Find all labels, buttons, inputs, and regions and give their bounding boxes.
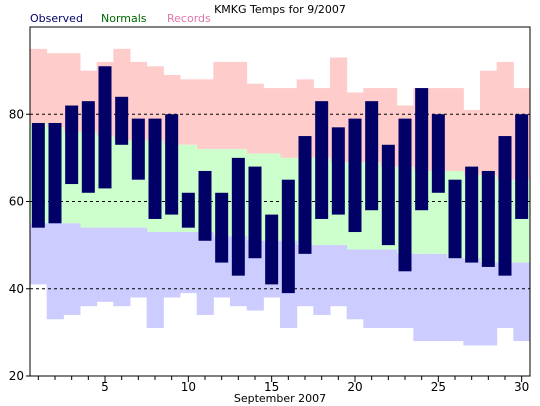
record-low-band [80, 227, 98, 307]
record-high-band [246, 83, 264, 154]
record-low-band [313, 245, 331, 315]
observed-bar [48, 122, 62, 224]
x-tick-label: 10 [181, 380, 196, 394]
legend-records: Records [167, 12, 211, 25]
record-low-band [130, 227, 148, 298]
record-high-band [463, 109, 481, 176]
observed-bar [348, 118, 362, 233]
record-low-band [30, 223, 48, 285]
record-low-band [363, 249, 381, 329]
record-low-band [46, 223, 64, 320]
observed-bar [131, 118, 145, 180]
x-tick-label: 5 [101, 380, 109, 394]
record-high-band [230, 61, 248, 150]
x-tick-label: 25 [431, 380, 446, 394]
x-tick-label: 15 [264, 380, 279, 394]
observed-bar [315, 101, 329, 219]
record-low-band [446, 258, 464, 342]
observed-bar [365, 101, 379, 211]
gridlines [30, 113, 530, 290]
observed-bar [198, 170, 212, 241]
record-low-band [196, 232, 214, 315]
observed-bar [415, 88, 429, 211]
observed-bar [465, 166, 479, 263]
observed-bar [498, 136, 512, 276]
y-tick-label: 20 [9, 369, 24, 383]
record-high-band [213, 61, 231, 150]
record-low-band [163, 232, 181, 298]
observed-bar [181, 192, 195, 228]
record-low-band [96, 227, 114, 302]
observed-bar [81, 101, 95, 193]
record-low-band [330, 245, 348, 307]
y-tick-label: 60 [9, 195, 24, 209]
observed-bar [331, 127, 345, 215]
observed-bar [431, 114, 445, 193]
observed-bar [448, 179, 462, 259]
observed-bar [281, 179, 295, 294]
normal-band [113, 140, 131, 228]
record-low-band [396, 253, 414, 329]
x-tick-label: 30 [514, 380, 529, 394]
record-high-band [46, 53, 64, 128]
legend-normals: Normals [101, 12, 147, 25]
record-low-band [63, 223, 81, 315]
record-high-band [446, 88, 464, 171]
chart-title: KMKG Temps for 9/2007 [214, 3, 346, 16]
legend-observed: Observed [30, 12, 83, 25]
observed-bar [398, 118, 412, 272]
x-axis: 5 10 15 20 25 30 [37, 376, 529, 394]
observed-bar [515, 114, 529, 219]
observed-bar [481, 170, 495, 267]
record-low-band [513, 262, 531, 342]
record-low-band [430, 253, 448, 342]
record-high-band [480, 70, 498, 176]
record-low-band [113, 227, 131, 307]
observed-bars [31, 66, 529, 294]
record-low-band [463, 258, 481, 346]
x-axis-label: September 2007 [234, 392, 326, 405]
observed-bar [165, 114, 179, 215]
record-low-band [496, 262, 514, 329]
observed-bar [265, 214, 279, 285]
y-tick-label: 80 [9, 107, 24, 121]
observed-bar [115, 96, 129, 145]
observed-bar [298, 136, 312, 254]
record-high-band [263, 88, 281, 154]
record-low-band [380, 249, 398, 329]
observed-bar [381, 144, 395, 246]
observed-bar [65, 105, 79, 185]
observed-bar [215, 192, 229, 263]
observed-bar [248, 166, 262, 259]
record-low-band [413, 253, 431, 342]
observed-bar [31, 122, 45, 228]
y-tick-label: 40 [9, 282, 24, 296]
record-low-band [180, 232, 198, 294]
record-low-band [346, 249, 364, 320]
record-high-band [280, 88, 298, 158]
observed-bar [98, 66, 112, 189]
record-low-band [296, 245, 314, 307]
x-tick-label: 20 [347, 380, 362, 394]
record-low-band [480, 262, 498, 346]
observed-bar [231, 157, 245, 276]
y-axis: 20 40 60 80 [9, 107, 30, 383]
record-low-band [146, 232, 164, 329]
record-high-band [30, 48, 48, 123]
record-high-band [180, 79, 198, 145]
observed-bar [148, 118, 162, 219]
